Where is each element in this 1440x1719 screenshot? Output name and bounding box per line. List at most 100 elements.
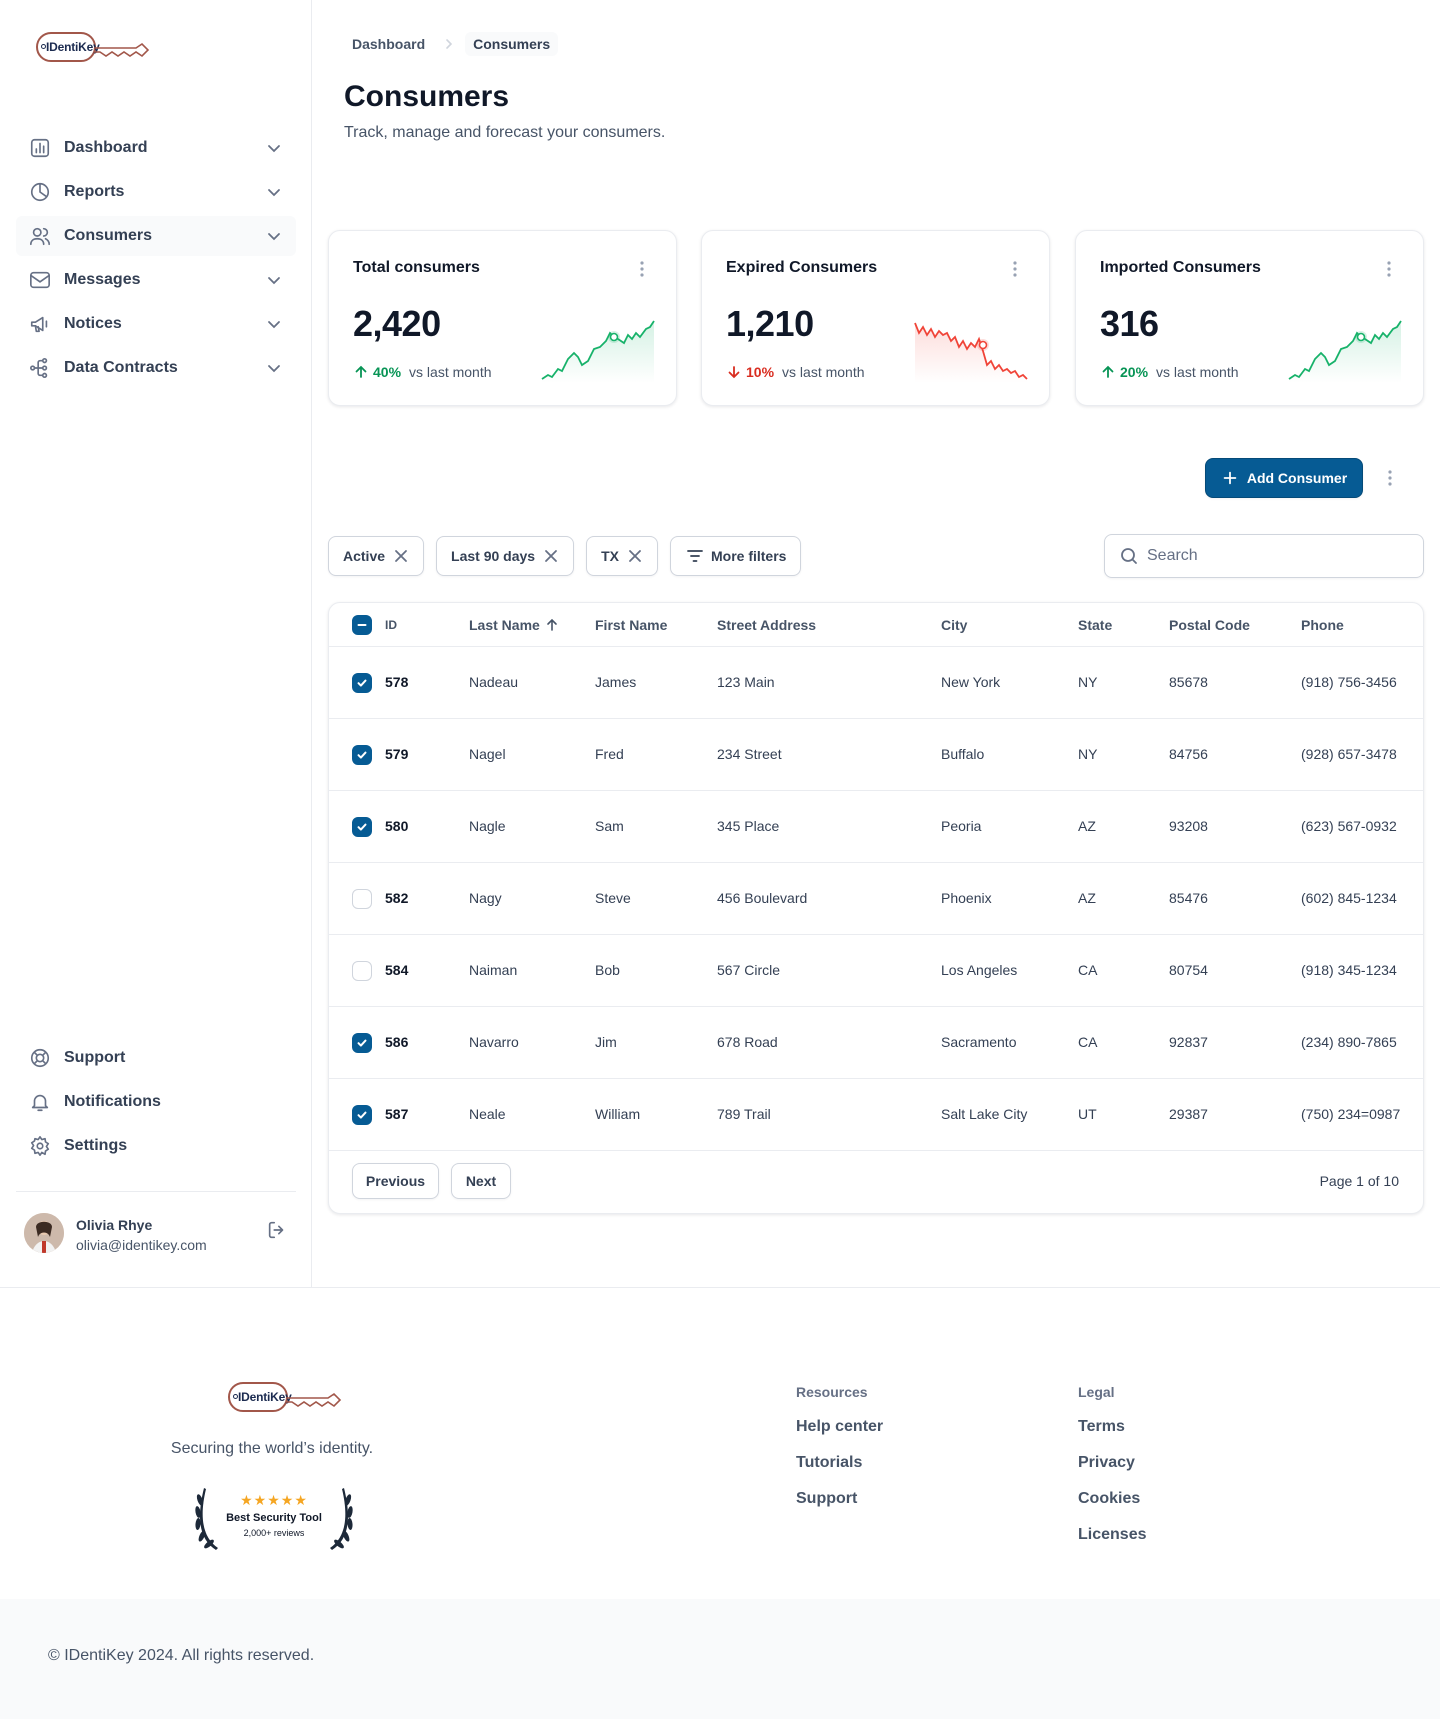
footer-link-terms[interactable]: Terms: [1078, 1418, 1125, 1435]
cell-city: New York: [941, 674, 1001, 690]
column-phone[interactable]: Phone: [1301, 617, 1344, 633]
close-icon[interactable]: [393, 548, 409, 564]
chevron-down-icon: [268, 365, 280, 373]
cell-postal-code: 80754: [1169, 962, 1208, 978]
nav-label: Messages: [64, 271, 141, 288]
table-row[interactable]: 584 Naiman Bob 567 Circle Los Angeles CA 80754…: [329, 935, 1423, 1007]
nav-item-data-contracts[interactable]: Data Contracts: [16, 348, 296, 388]
row-checkbox[interactable]: [352, 817, 372, 837]
nav-item-reports[interactable]: Reports: [16, 172, 296, 212]
sparkline-chart: [914, 322, 1028, 383]
metric-card-imported: Imported Consumers 316 20% vs last month: [1075, 230, 1424, 406]
footer-link-help-center[interactable]: Help center: [796, 1418, 884, 1435]
more-filters-button[interactable]: More filters: [669, 536, 802, 576]
breadcrumb-consumers[interactable]: Consumers: [465, 32, 559, 56]
table-row[interactable]: 582 Nagy Steve 456 Boulevard Phoenix AZ 85476 (…: [329, 863, 1423, 935]
column-id[interactable]: ID: [385, 618, 397, 632]
row-checkbox[interactable]: [352, 1033, 372, 1053]
column-first-name[interactable]: First Name: [595, 617, 668, 633]
filter-chip-active[interactable]: Active: [328, 536, 425, 576]
footer-logo[interactable]: IDentiKey: [228, 1380, 342, 1414]
search-input[interactable]: [1147, 547, 1397, 565]
row-checkbox[interactable]: [352, 673, 372, 693]
select-all-checkbox[interactable]: [352, 615, 372, 635]
dataflow-icon: [28, 356, 52, 380]
table-row[interactable]: 579 Nagel Fred 234 Street Buffalo NY 84756 (928…: [329, 719, 1423, 791]
avatar: [24, 1213, 64, 1253]
table-row[interactable]: 580 Nagle Sam 345 Place Peoria AZ 93208 (623) 5…: [329, 791, 1423, 863]
cell-id: 579: [385, 746, 409, 762]
more-vertical-icon[interactable]: [632, 259, 652, 279]
more-vertical-icon[interactable]: [1379, 259, 1399, 279]
table-row[interactable]: 586 Navarro Jim 678 Road Sacramento CA 92837 (2…: [329, 1007, 1423, 1079]
nav-item-settings[interactable]: Settings: [16, 1126, 296, 1166]
user-profile[interactable]: Olivia Rhye olivia@identikey.com: [24, 1213, 296, 1257]
check-icon: [357, 751, 367, 759]
trend-percent: 40%: [373, 364, 402, 380]
column-street-address[interactable]: Street Address: [717, 617, 817, 633]
nav-label: Notices: [64, 315, 122, 332]
brand-logo[interactable]: IDentiKey: [36, 30, 150, 64]
cell-city: Buffalo: [941, 746, 985, 762]
column-last-name[interactable]: Last Name: [469, 617, 560, 633]
column-label: Last Name: [469, 617, 540, 633]
chevron-down-icon: [268, 145, 280, 153]
cell-phone: (928) 657-3478: [1301, 746, 1397, 762]
cell-last-name: Neale: [469, 1106, 506, 1122]
row-checkbox[interactable]: [352, 1105, 372, 1125]
card-trend: 10% vs last month: [726, 364, 865, 380]
table-row[interactable]: 578 Nadeau James 123 Main New York NY 85678 (91…: [329, 647, 1423, 719]
cell-id: 584: [385, 962, 409, 978]
footer-divider: [0, 1287, 1440, 1288]
logout-icon[interactable]: [266, 1219, 288, 1241]
close-icon[interactable]: [627, 548, 643, 564]
footer-link-licenses[interactable]: Licenses: [1078, 1526, 1147, 1543]
nav-item-notices[interactable]: Notices: [16, 304, 296, 344]
cell-city: Phoenix: [941, 890, 992, 906]
column-postal-code[interactable]: Postal Code: [1169, 617, 1250, 633]
more-vertical-icon[interactable]: [1005, 259, 1025, 279]
nav-item-consumers[interactable]: Consumers: [16, 216, 296, 256]
previous-button[interactable]: Previous: [352, 1163, 439, 1199]
breadcrumb-dashboard[interactable]: Dashboard: [352, 36, 426, 52]
next-button[interactable]: Next: [451, 1163, 511, 1199]
footer-link-cookies[interactable]: Cookies: [1078, 1490, 1141, 1507]
chip-label: Last 90 days: [451, 548, 536, 564]
cell-city: Los Angeles: [941, 962, 1018, 978]
column-state[interactable]: State: [1078, 617, 1113, 633]
card-value: 1,210: [726, 303, 814, 344]
footer-link-privacy[interactable]: Privacy: [1078, 1454, 1135, 1471]
primary-nav: Dashboard Reports Consumers Messages Not…: [16, 128, 296, 392]
close-icon[interactable]: [543, 548, 559, 564]
cell-last-name: Nadeau: [469, 674, 519, 690]
more-vertical-icon[interactable]: [1380, 468, 1400, 488]
row-checkbox[interactable]: [352, 889, 372, 909]
copyright: © IDentiKey 2024. All rights reserved.: [48, 1647, 315, 1664]
cell-last-name: Navarro: [469, 1034, 519, 1050]
add-consumer-button[interactable]: Add Consumer: [1205, 458, 1363, 498]
page-info: Page 1 of 10: [1319, 1173, 1399, 1189]
footer-column-title: Legal: [1078, 1384, 1115, 1400]
brand-name: IDentiKey: [238, 1390, 292, 1404]
footer-link-support[interactable]: Support: [796, 1490, 858, 1507]
nav-item-messages[interactable]: Messages: [16, 260, 296, 300]
filter-chip-last-90-days[interactable]: Last 90 days: [436, 536, 575, 576]
nav-item-dashboard[interactable]: Dashboard: [16, 128, 296, 168]
footer-column-title: Resources: [796, 1384, 868, 1400]
minus-icon: [357, 624, 367, 626]
column-city[interactable]: City: [941, 617, 968, 633]
nav-item-support[interactable]: Support: [16, 1038, 296, 1078]
row-checkbox[interactable]: [352, 745, 372, 765]
cell-first-name: Jim: [595, 1034, 617, 1050]
row-checkbox[interactable]: [352, 961, 372, 981]
table-row[interactable]: 587 Neale William 789 Trail Salt Lake City UT…: [329, 1079, 1423, 1151]
bar-chart-icon: [28, 136, 52, 160]
cell-phone: (750) 234=0987: [1301, 1106, 1401, 1122]
cell-street-address: 678 Road: [717, 1034, 778, 1050]
arrow-up-icon: [1102, 365, 1114, 378]
nav-item-notifications[interactable]: Notifications: [16, 1082, 296, 1122]
footer-link-tutorials[interactable]: Tutorials: [796, 1454, 863, 1471]
filter-chip-tx[interactable]: TX: [586, 536, 658, 576]
chevron-right-icon: [446, 39, 453, 49]
gear-icon: [28, 1134, 52, 1158]
